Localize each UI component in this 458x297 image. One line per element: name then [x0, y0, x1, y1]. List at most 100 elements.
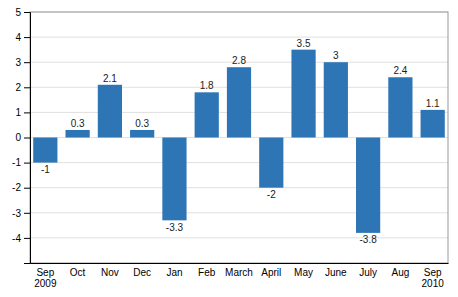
data-label: -1: [41, 164, 50, 175]
x-tick-label: June: [325, 267, 347, 278]
y-tick-mark: [24, 213, 30, 214]
y-tick-label: 3: [15, 57, 21, 68]
y-tick-label: 0: [15, 132, 21, 143]
data-label: 2.4: [393, 65, 407, 76]
x-tick-label: Sep2009: [34, 267, 57, 289]
x-tick-label: April: [261, 267, 281, 278]
y-tick-label: 1: [15, 107, 21, 118]
bar: [98, 85, 122, 138]
x-tick-label: July: [359, 267, 377, 278]
grid-line: [30, 187, 448, 188]
y-tick-label: -2: [12, 182, 21, 193]
x-tick-label: Sep2010: [422, 267, 445, 289]
y-tick-label: -1: [12, 157, 21, 168]
x-tick: Oct: [70, 263, 86, 278]
y-tick-label: 5: [15, 7, 21, 18]
plot: -10.32.10.3-3.31.82.8-23.53-3.82.41.1-4-…: [12, 7, 448, 289]
grid-line: [30, 212, 448, 213]
x-tick-label-line: Nov: [101, 267, 119, 278]
y-tick-label: -3: [12, 208, 21, 219]
x-tick-label-line: June: [325, 267, 347, 278]
x-tick: Dec: [133, 263, 151, 278]
data-label: -2: [267, 189, 276, 200]
bar: [195, 92, 219, 137]
x-axis-line: [31, 263, 449, 264]
y-axis: -4 -3 -2 -1 0 1 2 3 4 5: [12, 7, 30, 264]
bar: [259, 138, 283, 188]
x-tick: Feb: [198, 263, 216, 278]
x-tick: Nov: [101, 263, 119, 278]
chart-svg: -10.32.10.3-3.31.82.8-23.53-3.82.41.1-4-…: [0, 0, 458, 297]
bar: [356, 138, 380, 233]
x-tick-label-line: Jan: [166, 267, 182, 278]
y-tick: -3: [12, 208, 30, 219]
x-tick-label: May: [294, 267, 313, 278]
y-tick: -2: [12, 182, 30, 193]
x-tick-label-line: Dec: [133, 267, 151, 278]
x-axis: Sep2009OctNovDecJanFebMarchAprilMayJuneJ…: [31, 263, 449, 289]
x-tick-label-line: Sep: [424, 267, 442, 278]
data-label: 1.8: [200, 80, 214, 91]
y-tick-label: 2: [15, 82, 21, 93]
x-tick-label: Aug: [391, 267, 409, 278]
y-tick-mark: [24, 238, 30, 239]
y-tick: 1: [15, 107, 30, 118]
x-tick-label-line: July: [359, 267, 377, 278]
bar: [162, 138, 186, 221]
grid: [30, 12, 448, 238]
grid-line: [30, 37, 448, 38]
x-tick-label-line: May: [294, 267, 313, 278]
x-tick: Aug: [391, 263, 409, 278]
y-tick-mark: [24, 62, 30, 63]
y-tick-mark: [24, 138, 30, 139]
data-labels: -10.32.10.3-3.31.82.8-23.53-3.82.41.1: [41, 38, 440, 246]
chart-container: -10.32.10.3-3.31.82.8-23.53-3.82.41.1-4-…: [0, 0, 458, 297]
x-tick: April: [261, 263, 281, 278]
x-tick: March: [225, 263, 253, 278]
bar: [33, 138, 57, 163]
data-label: 0.3: [71, 118, 85, 129]
x-tick: Sep2010: [422, 263, 445, 289]
y-tick: 3: [15, 57, 30, 68]
x-tick: Sep2009: [34, 263, 57, 289]
y-tick: 2: [15, 82, 30, 93]
x-tick-label-line: Sep: [36, 267, 54, 278]
bar: [421, 110, 445, 138]
x-tick-label: Feb: [198, 267, 216, 278]
x-tick-label: March: [225, 267, 253, 278]
y-tick-mark: [24, 87, 30, 88]
x-tick-label-line: April: [261, 267, 281, 278]
data-label: 2.8: [232, 55, 246, 66]
data-label: 1.1: [426, 98, 440, 109]
x-tick-label-line: Aug: [391, 267, 409, 278]
plot-frame: [30, 12, 448, 263]
y-tick-mark: [24, 12, 30, 13]
grid-line: [30, 237, 448, 238]
bar: [388, 77, 412, 137]
x-tick-label: Nov: [101, 267, 119, 278]
y-tick: 5: [15, 7, 30, 18]
y-tick-mark: [24, 188, 30, 189]
y-tick-mark: [24, 163, 30, 164]
y-tick: 4: [15, 32, 30, 43]
x-tick-label-line: 2009: [34, 278, 57, 289]
data-label: 2.1: [103, 73, 117, 84]
bar: [291, 50, 315, 138]
bar: [227, 67, 251, 137]
bars: [33, 50, 445, 233]
x-tick-label: Dec: [133, 267, 151, 278]
bar: [66, 130, 90, 138]
y-tick: -4: [12, 233, 30, 244]
x-tick-label-line: 2010: [422, 278, 445, 289]
x-tick-label-line: March: [225, 267, 253, 278]
x-tick-label: Oct: [70, 267, 86, 278]
data-label: -3.3: [166, 222, 184, 233]
grid-line: [30, 162, 448, 163]
data-label: -3.8: [359, 234, 377, 245]
data-label: 3.5: [297, 38, 311, 49]
y-axis-line: [24, 13, 31, 264]
x-tick: June: [325, 263, 347, 278]
x-tick-label-line: Feb: [198, 267, 216, 278]
x-tick: May: [294, 263, 313, 278]
x-tick: Jan: [166, 263, 182, 278]
